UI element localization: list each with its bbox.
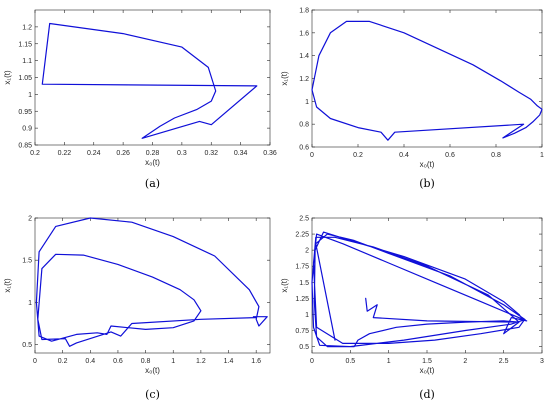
x-tick-label: 3	[540, 358, 544, 365]
x-tick-label: 0.6	[113, 358, 123, 365]
x-tick-label: 0	[310, 152, 314, 159]
series-line-1	[311, 231, 528, 348]
x-axis-label: x₀(t)	[145, 366, 160, 375]
x-tick-label: 1.6	[251, 358, 261, 365]
x-tick-label: 0.28	[146, 150, 160, 157]
y-tick-label: 1.4	[299, 53, 309, 60]
y-axis-label: x₁(t)	[3, 70, 12, 85]
x-tick-label: 0.2	[353, 152, 363, 159]
y-tick-label: 2.5	[299, 216, 309, 223]
panel-label: (d)	[419, 388, 435, 401]
x-tick-label: 1	[387, 358, 391, 365]
y-tick-label: 1.5	[299, 280, 309, 287]
x-tick-label: 1	[171, 358, 175, 365]
x-tick-label: 1.5	[422, 358, 432, 365]
axes-frame	[34, 217, 271, 354]
chart-panel-1: 0.2 0.22 0.24 0.26 0.28 0.3 0.32 0.34 0.36 0.85 0.…	[3, 9, 277, 190]
y-tick-label: 1.5	[22, 258, 32, 265]
x-tick-label: 1	[540, 152, 544, 159]
x-tick-label: 0.8	[491, 152, 501, 159]
y-axis-label: x₁(t)	[280, 71, 289, 86]
y-tick-label: 1.15	[18, 41, 32, 48]
x-tick-label: 0.22	[58, 150, 72, 157]
x-tick-label: 0.34	[234, 150, 248, 157]
series-line-1	[311, 20, 543, 141]
y-tick-label: 2	[305, 248, 309, 255]
x-axis-label: x₀(t)	[420, 366, 435, 375]
x-tick-label: 0.3	[177, 150, 187, 157]
series-line-1	[41, 22, 258, 139]
y-tick-label: 1.05	[18, 75, 32, 82]
y-tick-label: 1	[305, 312, 309, 319]
panel-label: (c)	[145, 388, 160, 401]
y-tick-label: 1.75	[295, 264, 309, 271]
y-tick-label: 2.25	[295, 232, 309, 239]
y-tick-label: 1	[28, 92, 32, 99]
x-tick-label: 0.2	[30, 150, 40, 157]
x-tick-label: 1.4	[224, 358, 234, 365]
y-tick-label: 1.2	[299, 76, 309, 83]
panel-label: (b)	[419, 177, 435, 190]
x-tick-label: 0.4	[85, 358, 95, 365]
y-tick-label: 0.6	[299, 145, 309, 152]
x-tick-label: 1.2	[196, 358, 206, 365]
x-tick-label: 0	[33, 358, 37, 365]
y-tick-label: 1	[28, 300, 32, 307]
y-tick-label: 0.5	[22, 342, 32, 349]
chart-panel-3: 0 0.2 0.4 0.6 0.8 1 1.2 1.4 1.6 0.5 1 1.5 2 x₀(t) x₁(t…	[3, 216, 271, 401]
y-tick-label: 1.2	[22, 24, 32, 31]
y-tick-label: 0.85	[18, 143, 32, 150]
x-tick-label: 0.8	[141, 358, 151, 365]
y-tick-label: 0.95	[18, 109, 32, 116]
x-tick-label: 0	[310, 358, 314, 365]
x-tick-label: 0.4	[399, 152, 409, 159]
axes-frame	[34, 9, 271, 146]
x-axis-label: x₀(t)	[145, 158, 160, 167]
y-tick-label: 1.6	[299, 30, 309, 37]
y-tick-label: 2	[28, 216, 32, 223]
y-tick-label: 1.25	[295, 296, 309, 303]
x-tick-label: 0.24	[87, 150, 101, 157]
x-tick-label: 0.2	[58, 358, 68, 365]
y-tick-label: 0.8	[299, 122, 309, 129]
y-axis-label: x₁(t)	[3, 278, 12, 293]
y-axis-label: x₁(t)	[280, 278, 289, 293]
x-tick-label: 0.5	[345, 358, 355, 365]
y-tick-label: 0.75	[295, 328, 309, 335]
x-tick-label: 0.32	[204, 150, 218, 157]
series-line-1	[35, 217, 268, 347]
axes-frame	[311, 9, 543, 148]
x-axis-label: x₀(t)	[420, 160, 435, 169]
x-tick-label: 0.36	[263, 150, 277, 157]
y-tick-label: 1.8	[299, 8, 309, 15]
x-tick-label: 2	[463, 358, 467, 365]
chart-panel-2: 0 0.2 0.4 0.6 0.8 1 0.6 0.8 1 1.2 1.4 1.6 1.8 x₀(t) x₁…	[280, 8, 544, 191]
x-tick-label: 2.5	[499, 358, 509, 365]
y-tick-label: 0.9	[22, 126, 32, 133]
y-tick-label: 1	[305, 99, 309, 106]
y-tick-label: 1.1	[22, 58, 32, 65]
x-tick-label: 0.6	[445, 152, 455, 159]
panel-label: (a)	[145, 177, 160, 190]
x-tick-label: 0.26	[116, 150, 130, 157]
chart-panel-4: 0 0.5 1 1.5 2 2.5 30.50.7511.251.51.7522.252.5…	[280, 216, 544, 402]
y-tick-label: 0.5	[299, 344, 309, 351]
